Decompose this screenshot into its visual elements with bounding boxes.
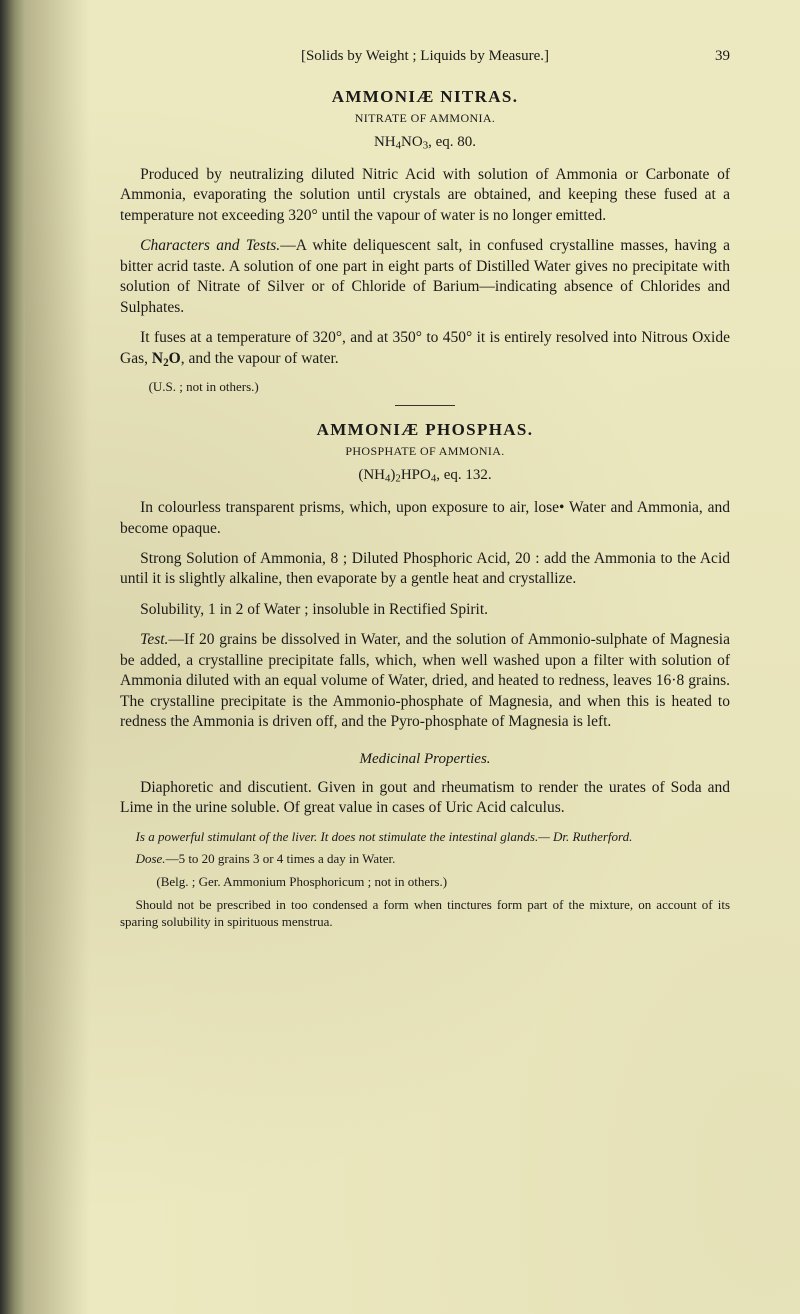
sec2-para-3: Solubility, 1 in 2 of Water ; insoluble … <box>120 600 730 620</box>
sec2-p4-lead: Test. <box>140 631 168 648</box>
sec1-note: (U.S. ; not in others.) <box>149 379 730 395</box>
sec1-para-3: It fuses at a temperature of 320°, and a… <box>120 328 730 369</box>
sec2-para-4: Test.—If 20 grains be dissolved in Water… <box>120 630 730 732</box>
page: [Solids by Weight ; Liquids by Measure.]… <box>25 0 800 1314</box>
sec1-p2-lead: Characters and Tests. <box>140 237 280 254</box>
sec2-para-5: Diaphoretic and discutient. Given in gou… <box>120 778 730 819</box>
divider-rule <box>395 405 455 406</box>
sec2-para-8: (Belg. ; Ger. Ammonium Phosphoricum ; no… <box>120 874 730 891</box>
sec1-formula: NH4NO3, eq. 80. <box>120 134 730 151</box>
sec2-medicinal-heading: Medicinal Properties. <box>120 751 730 768</box>
sec2-p4-rest: —If 20 grains be dissolved in Water, and… <box>120 631 730 730</box>
page-inner-shadow <box>25 0 90 1314</box>
sec1-title: AMMONIÆ NITRAS. <box>120 87 730 107</box>
running-head-center: [Solids by Weight ; Liquids by Measure.] <box>160 48 690 65</box>
page-number: 39 <box>690 48 730 65</box>
sec2-para-1: In colourless transparent prisms, which,… <box>120 498 730 539</box>
sec1-para-1: Produced by neutralizing diluted Nitric … <box>120 165 730 226</box>
sec2-para-9: Should not be prescribed in too condense… <box>120 897 730 931</box>
sec2-formula: (NH4)2HPO4, eq. 132. <box>120 467 730 484</box>
sec1-para-2: Characters and Tests.—A white deliquesce… <box>120 236 730 318</box>
sec2-para-7: Dose.—5 to 20 grains 3 or 4 times a day … <box>120 851 730 868</box>
sec2-para-6: Is a powerful stimulant of the liver. It… <box>120 829 730 846</box>
sec2-para-2: Strong Solution of Ammonia, 8 ; Diluted … <box>120 549 730 590</box>
sec2-title: AMMONIÆ PHOSPHAS. <box>120 420 730 440</box>
running-head: [Solids by Weight ; Liquids by Measure.]… <box>120 48 730 65</box>
sec1-subtitle: NITRATE OF AMMONIA. <box>120 111 730 126</box>
sec2-subtitle: PHOSPHATE OF AMMONIA. <box>120 444 730 459</box>
